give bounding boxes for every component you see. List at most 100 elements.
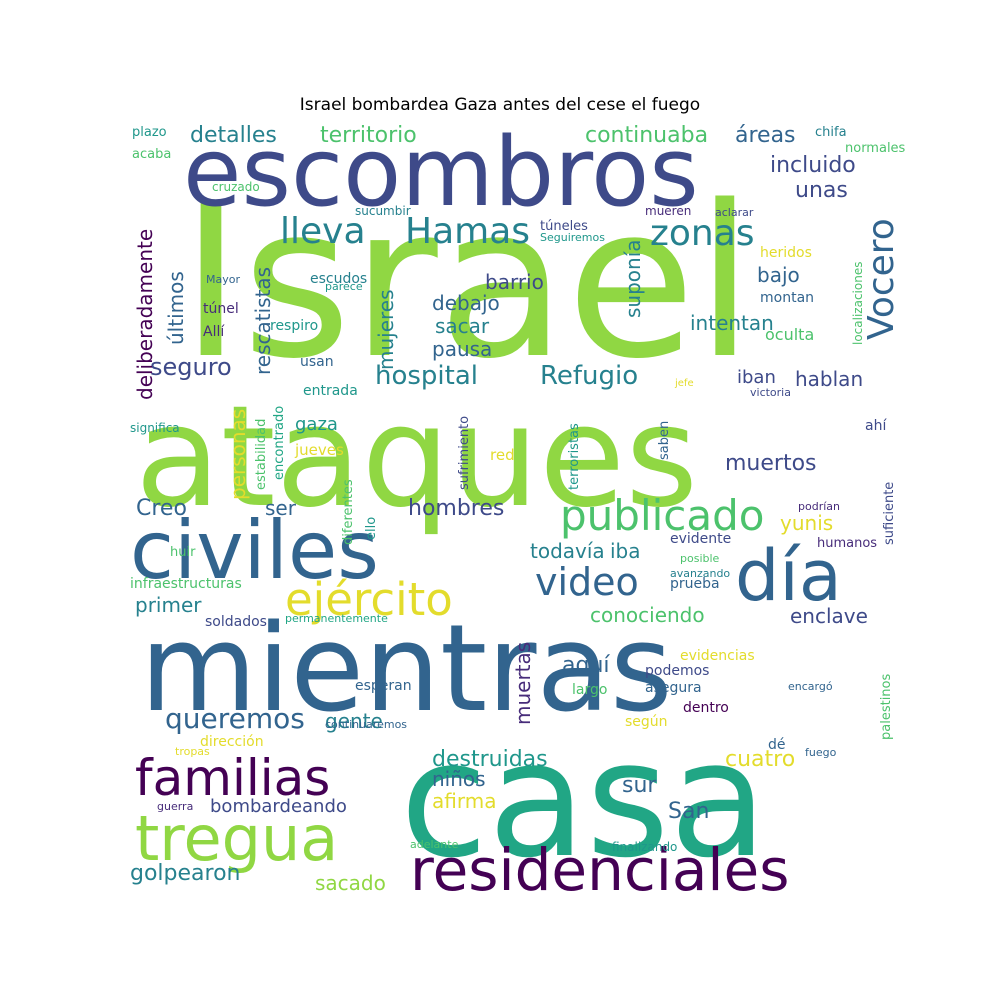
word-permanentemente: permanentemente: [285, 612, 388, 625]
word-cruzado: cruzado: [212, 180, 260, 194]
word-pausa: pausa: [432, 337, 492, 361]
word-respiro: respiro: [270, 318, 318, 334]
word-barrio: barrio: [485, 270, 544, 294]
word-hospital: hospital: [375, 361, 478, 391]
word-civiles: civiles: [130, 504, 379, 597]
word-humanos: humanos: [817, 536, 877, 551]
word-aqui: aquí: [562, 653, 610, 678]
word-esperan: esperan: [355, 678, 412, 694]
word-prueba: prueba: [670, 576, 720, 592]
word-alli: Allí: [203, 324, 225, 340]
word-guerra: guerra: [157, 800, 193, 813]
word-lleva: lleva: [280, 211, 366, 252]
word-ser: ser: [265, 496, 297, 520]
word-ninos: niños: [432, 767, 486, 791]
word-primer: primer: [135, 593, 202, 617]
word-infraestructuras: infraestructuras: [130, 576, 242, 592]
word-hablan: hablan: [795, 367, 863, 391]
word-incluido: incluido: [770, 153, 856, 178]
word-tregua: tregua: [135, 802, 338, 875]
word-queremos: queremos: [165, 702, 305, 735]
word-territorio: territorio: [320, 123, 417, 148]
word-largo: largo: [572, 682, 607, 698]
word-escombros: escombros: [183, 118, 699, 228]
word-video: video: [535, 560, 639, 604]
word-normales: normales: [845, 141, 906, 156]
word-acaba: acaba: [132, 147, 171, 162]
word-ello: ello: [364, 517, 379, 540]
word-tropas: tropas: [175, 745, 210, 758]
word-golpearon: golpearon: [130, 861, 240, 886]
word-localizaciones: localizaciones: [851, 262, 865, 345]
word-destruidas: destruidas: [432, 747, 548, 772]
word-detalles: detalles: [190, 123, 277, 148]
word-conociendo: conociendo: [590, 603, 705, 627]
word-huir: huir: [170, 545, 196, 560]
word-rescatistas: rescatistas: [251, 267, 275, 375]
word-residenciales: residenciales: [410, 836, 789, 904]
word-mientras: mientras: [140, 600, 673, 739]
word-de: dé: [768, 737, 786, 753]
word-ataques: ataques: [135, 376, 698, 539]
word-gaza: gaza: [295, 414, 338, 435]
word-jueves: jueves: [294, 441, 344, 459]
word-sucumbir: sucumbir: [355, 204, 411, 218]
word-zonas: zonas: [650, 213, 755, 254]
word-vocero: Vocero: [861, 218, 902, 340]
word-chifa: chifa: [815, 125, 847, 140]
word-encontrado: encontrado: [272, 406, 287, 480]
word-familias: familias: [135, 749, 330, 807]
word-saben: saben: [657, 421, 672, 460]
word-montan: montan: [760, 290, 814, 306]
word-jefe: jefe: [674, 378, 694, 389]
word-creo: Creo: [136, 496, 187, 521]
word-debajo: debajo: [432, 291, 500, 315]
word-bombardeando: bombardeando: [210, 796, 347, 817]
word-todavia: todavía: [530, 539, 605, 563]
word-ultimos: últimos: [164, 271, 188, 345]
word-enclave: enclave: [790, 604, 868, 628]
word-sacado: sacado: [315, 871, 386, 895]
word-oculta: oculta: [765, 325, 814, 344]
word-soldados: soldados: [205, 614, 267, 630]
word-finalizando: finalizando: [612, 840, 677, 854]
chart-title: Israel bombardea Gaza antes del cese el …: [299, 95, 701, 115]
word-encargo: encargó: [788, 680, 833, 693]
word-seguro: seguro: [150, 353, 232, 381]
word-areas: áreas: [735, 123, 796, 148]
word-cuatro: cuatro: [725, 747, 795, 772]
word-iba: iba: [610, 539, 641, 563]
word-aclarar: aclarar: [715, 206, 754, 219]
word-podrian: podrían: [798, 500, 840, 513]
word-iban: iban: [737, 367, 776, 388]
word-palestinos: palestinos: [879, 673, 894, 740]
word-unas: unas: [795, 178, 848, 203]
word-dia: día: [735, 535, 842, 617]
word-usan: usan: [300, 354, 334, 370]
word-evidente: evidente: [670, 531, 731, 547]
word-mueren: mueren: [645, 204, 691, 218]
word-afirma: afirma: [432, 789, 496, 813]
word-mujeres: mujeres: [374, 289, 398, 370]
word-fuego: fuego: [805, 746, 837, 759]
word-dentro: dentro: [683, 700, 729, 716]
word-escudos: escudos: [310, 271, 367, 287]
word-hamas: Hamas: [405, 211, 530, 252]
word-suponia: suponía: [621, 239, 645, 318]
word-diferentes: diferentes: [341, 479, 356, 545]
word-muertas: muertas: [511, 642, 535, 725]
word-estabilidad: estabilidad: [254, 419, 269, 490]
word-hombres: hombres: [408, 496, 504, 521]
word-significa: significa: [130, 421, 180, 435]
word-publicado: publicado: [560, 491, 764, 540]
word-plazo: plazo: [132, 125, 167, 140]
word-intentan: intentan: [690, 311, 774, 335]
word-sur: sur: [622, 773, 657, 798]
word-yunis: yunis: [780, 511, 833, 535]
word-ejercito: ejército: [285, 573, 453, 626]
word-avanzando: avanzando: [670, 567, 730, 580]
word-bajo: bajo: [757, 263, 800, 287]
word-sufrimiento: sufrimiento: [457, 416, 472, 490]
word-deliberadamente: deliberadamente: [133, 229, 157, 400]
